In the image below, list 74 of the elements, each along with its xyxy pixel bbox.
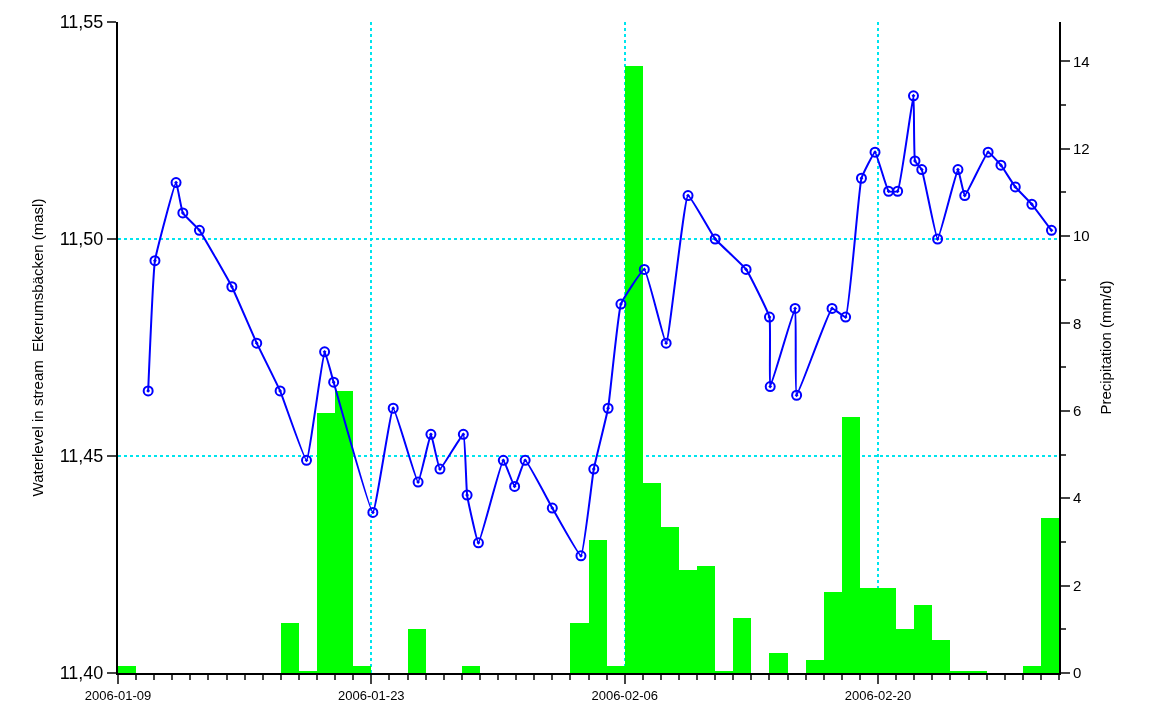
point [763, 311, 775, 323]
point [328, 376, 340, 388]
point [660, 337, 672, 349]
point [412, 476, 424, 488]
point [959, 190, 971, 202]
point [588, 463, 600, 475]
point [519, 454, 531, 466]
point [982, 146, 994, 158]
bar [118, 666, 136, 673]
point [274, 385, 286, 397]
point [497, 454, 509, 466]
bar [408, 629, 426, 673]
y2-axis-title: Precipitation (mm/d) [1097, 280, 1115, 415]
point [575, 550, 587, 562]
point [367, 506, 379, 518]
point [472, 537, 484, 549]
y-tick-label: 11,40 [59, 663, 104, 684]
point [907, 90, 919, 102]
y2-tick-label: 12 [1073, 139, 1090, 157]
point [226, 281, 238, 293]
point [952, 164, 964, 176]
y2-tick-label: 2 [1073, 576, 1082, 594]
point [995, 159, 1007, 171]
point [709, 233, 721, 245]
point [909, 155, 921, 167]
point [789, 302, 801, 314]
point [177, 207, 189, 219]
x-tick-label: 2006-02-06 [591, 687, 658, 703]
point [916, 164, 928, 176]
point [869, 146, 881, 158]
point [509, 480, 521, 492]
y-tick-label: 11,50 [59, 229, 104, 250]
point [319, 346, 331, 358]
point [434, 463, 446, 475]
y-tick-label: 11,45 [59, 446, 104, 467]
point [615, 298, 627, 310]
y-axis-title: Waterlevel in stream Ekerumsbäcken (masl) [29, 198, 47, 497]
bar [462, 666, 480, 673]
point [170, 177, 182, 189]
y-tick-label: 11,55 [59, 12, 104, 33]
point [855, 172, 867, 184]
x-tick-label: 2006-02-20 [844, 687, 912, 703]
point [546, 502, 558, 514]
point [461, 489, 473, 501]
point [932, 233, 944, 245]
point [1045, 224, 1057, 236]
y2-tick-label: 8 [1073, 314, 1082, 332]
x-tick-label: 2006-01-09 [84, 687, 152, 703]
point [1026, 198, 1038, 210]
y2-tick-label: 6 [1073, 402, 1082, 420]
point [457, 428, 469, 440]
point [826, 302, 838, 314]
point [142, 385, 154, 397]
y2-tick-label: 4 [1073, 489, 1082, 507]
point [740, 263, 752, 275]
point [425, 428, 437, 440]
x-tick-label: 2006-01-23 [338, 687, 405, 703]
point [602, 402, 614, 414]
bar [769, 653, 788, 673]
point [251, 337, 263, 349]
point [193, 224, 205, 236]
point [1009, 181, 1021, 193]
point [301, 454, 312, 466]
point [387, 402, 399, 414]
point [892, 185, 904, 197]
point [682, 190, 694, 202]
y2-tick-label: 10 [1073, 227, 1090, 245]
point [840, 311, 852, 323]
y2-tick-label: 14 [1073, 52, 1090, 70]
point [791, 389, 803, 401]
point [149, 255, 161, 267]
point [638, 263, 650, 275]
y2-tick-label: 0 [1073, 664, 1082, 682]
point [764, 381, 776, 393]
